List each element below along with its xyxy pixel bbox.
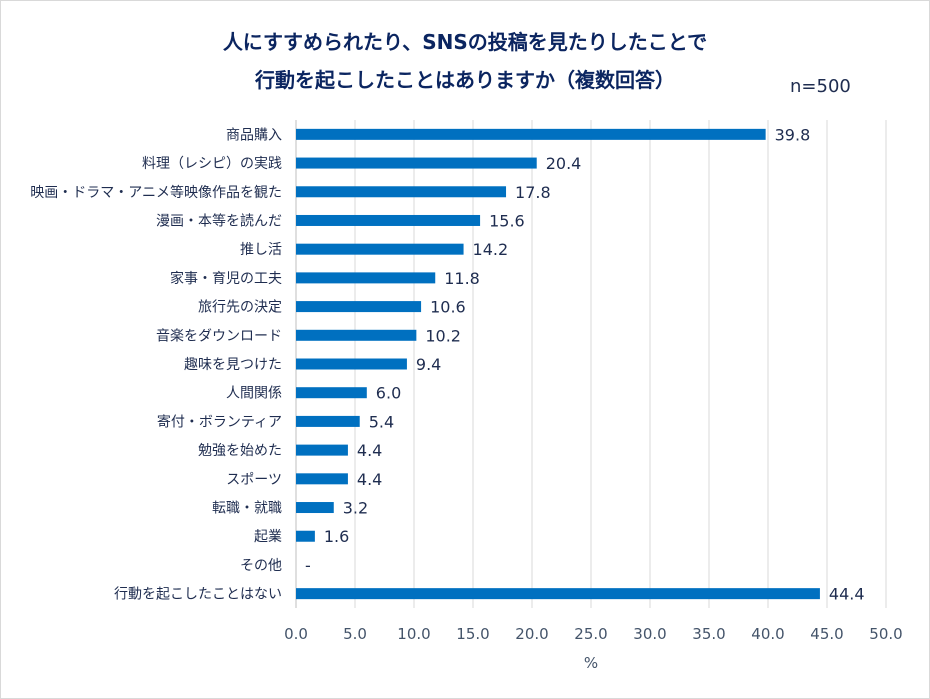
- bar: [296, 530, 315, 542]
- bar: [296, 272, 436, 284]
- data-label: 17.8: [515, 183, 551, 202]
- data-label: 15.6: [489, 211, 525, 230]
- x-tick-label: 45.0: [810, 625, 843, 643]
- data-label: 1.6: [324, 527, 349, 546]
- x-tick-label: 25.0: [574, 625, 607, 643]
- data-label: 11.8: [444, 269, 480, 288]
- x-axis-label: %: [584, 654, 598, 672]
- bar: [296, 444, 348, 456]
- data-label: 4.4: [357, 441, 382, 460]
- bar: [296, 186, 507, 198]
- x-tick-label: 20.0: [515, 625, 548, 643]
- data-label: 14.2: [473, 240, 509, 259]
- data-label: 39.8: [775, 125, 811, 144]
- data-label: 3.2: [343, 499, 368, 518]
- data-label: 9.4: [416, 355, 441, 374]
- x-tick-label: 30.0: [633, 625, 666, 643]
- category-label: スポーツ: [226, 472, 282, 488]
- category-label: 商品購入: [226, 127, 282, 143]
- category-label: 推し活: [240, 242, 282, 258]
- category-label: 料理（レシピ）の実践: [142, 156, 282, 172]
- bar: [296, 588, 820, 600]
- data-label: 5.4: [369, 412, 394, 431]
- category-label: 家事・育児の工夫: [170, 270, 282, 287]
- category-label: 転職・就職: [212, 501, 282, 517]
- bar: [296, 358, 407, 370]
- category-label: 音楽をダウンロード: [156, 327, 282, 344]
- data-label: 10.6: [430, 298, 466, 317]
- bar: [296, 301, 422, 313]
- category-label: 勉強を始めた: [198, 443, 282, 459]
- data-label: 6.0: [376, 384, 401, 403]
- bar: [296, 473, 348, 485]
- data-label: 44.4: [829, 585, 865, 604]
- sample-size-note: n=500: [790, 76, 851, 97]
- x-tick-label: 10.0: [397, 625, 430, 643]
- category-label: 行動を起こしたことはない: [114, 587, 282, 603]
- category-label: その他: [240, 558, 282, 574]
- chart-title-line-2: 行動を起こしたことはありますか（複数回答）: [255, 68, 675, 92]
- bar: [296, 329, 417, 341]
- x-tick-label: 50.0: [869, 625, 902, 643]
- data-label: -: [305, 556, 311, 575]
- chart-title-line-1: 人にすすめられたり、SNSの投稿を見たりしたことで: [222, 30, 708, 54]
- category-label: 人間関係: [226, 386, 282, 402]
- x-tick-label: 5.0: [343, 625, 367, 643]
- bar: [296, 214, 481, 226]
- x-tick-label: 40.0: [751, 625, 784, 643]
- category-label: 映画・ドラマ・アニメ等映像作品を観た: [30, 184, 282, 201]
- bar: [296, 128, 766, 140]
- bar: [296, 387, 367, 399]
- data-label: 10.2: [425, 326, 461, 345]
- data-label: 4.4: [357, 470, 382, 489]
- category-label: 趣味を見つけた: [184, 357, 282, 373]
- bar: [296, 415, 360, 427]
- category-label: 旅行先の決定: [198, 300, 282, 316]
- category-label: 寄付・ボランティア: [157, 413, 282, 430]
- x-tick-label: 15.0: [456, 625, 489, 643]
- category-label: 漫画・本等を読んだ: [156, 212, 282, 229]
- data-label: 20.4: [546, 154, 582, 173]
- bar: [296, 502, 334, 514]
- bar: [296, 243, 464, 255]
- x-tick-label: 35.0: [692, 625, 725, 643]
- x-tick-label: 0.0: [284, 625, 308, 643]
- bar: [296, 157, 537, 169]
- category-label: 起業: [254, 529, 282, 545]
